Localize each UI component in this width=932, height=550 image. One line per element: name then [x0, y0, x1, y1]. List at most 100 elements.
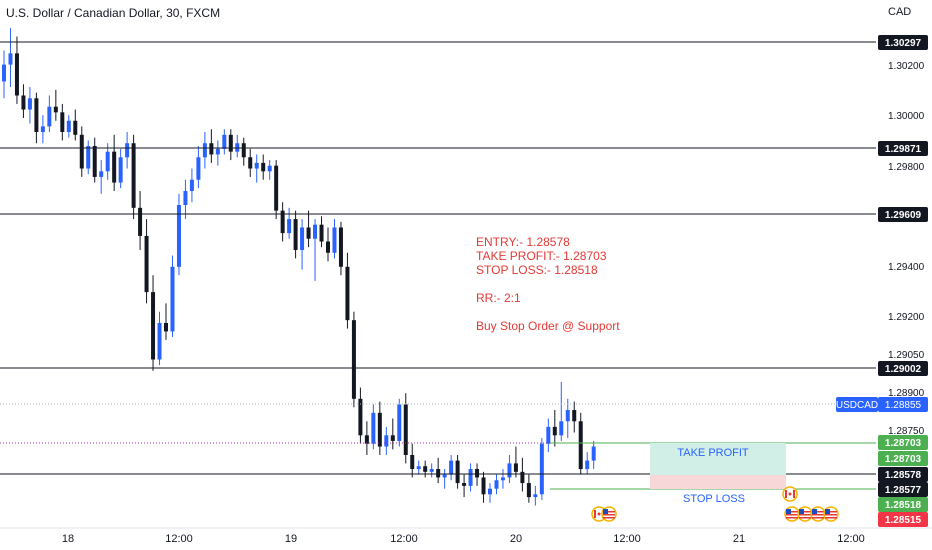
candle-down[interactable] [481, 477, 486, 495]
candle-up[interactable] [176, 205, 181, 267]
level-badge-4[interactable] [878, 361, 928, 376]
candle-down[interactable] [209, 143, 214, 155]
candle-up[interactable] [384, 435, 389, 447]
candle-up[interactable] [429, 469, 434, 472]
candle-down[interactable] [572, 410, 577, 422]
candle-down[interactable] [53, 106, 58, 113]
candle-up[interactable] [494, 480, 499, 489]
candle-up[interactable] [196, 157, 201, 180]
candle-up[interactable] [99, 171, 104, 177]
us-flag-icon[interactable] [823, 506, 839, 522]
candle-up[interactable] [40, 126, 45, 132]
candle-up[interactable] [332, 227, 337, 253]
candle-up[interactable] [585, 460, 590, 470]
candle-up[interactable] [546, 426, 551, 444]
candle-down[interactable] [92, 146, 97, 177]
candle-down[interactable] [410, 454, 415, 470]
candle-up[interactable] [254, 162, 259, 169]
candle-up[interactable] [105, 151, 110, 172]
candle-up[interactable] [468, 469, 473, 486]
candle-up[interactable] [215, 148, 220, 155]
candle-up[interactable] [86, 146, 91, 169]
candle-down[interactable] [248, 157, 253, 169]
candle-up[interactable] [183, 190, 188, 206]
candle-down[interactable] [151, 292, 156, 360]
candle-down[interactable] [34, 98, 39, 132]
candle-down[interactable] [436, 469, 441, 478]
candle-up[interactable] [2, 64, 6, 82]
take-profit-line-badge[interactable] [878, 435, 928, 450]
candle-up[interactable] [118, 157, 123, 183]
candle-up[interactable] [267, 165, 272, 172]
entry-badge[interactable] [878, 467, 928, 482]
candle-down[interactable] [60, 112, 65, 132]
candle-up[interactable] [235, 143, 240, 152]
stop-loss-line-badge[interactable] [878, 512, 928, 527]
candle-up[interactable] [565, 410, 570, 422]
level-badge-2[interactable] [878, 141, 928, 156]
candle-down[interactable] [462, 483, 467, 486]
candle-down[interactable] [578, 421, 583, 470]
candle-down[interactable] [73, 120, 78, 135]
candle-down[interactable] [475, 469, 480, 478]
candle-down[interactable] [138, 207, 143, 236]
candle-up[interactable] [500, 477, 505, 481]
candle-up[interactable] [8, 53, 13, 65]
us-flag-icon[interactable] [784, 506, 800, 522]
candle-up[interactable] [449, 460, 454, 475]
candle-up[interactable] [539, 443, 544, 495]
candle-down[interactable] [377, 412, 382, 447]
take-profit-badge[interactable] [878, 451, 928, 466]
stop-loss-zone[interactable] [650, 475, 786, 489]
candle-down[interactable] [144, 235, 149, 293]
candle-down[interactable] [513, 463, 518, 472]
candle-down[interactable] [21, 95, 26, 110]
candle-up[interactable] [591, 446, 596, 461]
candle-down[interactable] [358, 398, 363, 436]
price-axis[interactable]: 1.30200 1.30000 1.29800 1.29400 1.29200 … [836, 35, 928, 527]
canada-flag-icon[interactable] [782, 486, 798, 502]
us-flag-icon[interactable] [601, 506, 617, 522]
candle-up[interactable] [170, 266, 175, 332]
candle-down[interactable] [293, 219, 298, 250]
candle-down[interactable] [326, 241, 330, 253]
candle-down[interactable] [364, 435, 369, 444]
candle-up[interactable] [488, 488, 492, 495]
candle-down[interactable] [112, 151, 117, 183]
candle-down[interactable] [526, 483, 531, 498]
candle-down[interactable] [79, 134, 84, 169]
symbol-badge[interactable] [836, 397, 878, 412]
current-price-badge[interactable] [878, 397, 928, 412]
candle-down[interactable] [261, 162, 266, 172]
candle-up[interactable] [559, 421, 564, 436]
candle-down[interactable] [520, 471, 525, 484]
level-badge-3[interactable] [878, 207, 928, 222]
candle-down[interactable] [274, 165, 279, 211]
candle-up[interactable] [157, 322, 162, 360]
candle-down[interactable] [403, 404, 408, 455]
candle-up[interactable] [202, 143, 207, 158]
candle-up[interactable] [397, 404, 402, 441]
candle-up[interactable] [507, 463, 512, 478]
candle-down[interactable] [390, 435, 395, 441]
candle-down[interactable] [306, 227, 311, 239]
candle-up[interactable] [222, 134, 227, 149]
candle-up[interactable] [66, 120, 71, 132]
level-badge-1[interactable] [878, 35, 928, 50]
candle-down[interactable] [552, 426, 557, 436]
candle-up[interactable] [442, 474, 447, 478]
candle-down[interactable] [455, 460, 460, 484]
candle-down[interactable] [319, 224, 324, 242]
candle-down[interactable] [241, 143, 246, 158]
stop-loss-badge[interactable] [878, 497, 928, 512]
candle-down[interactable] [280, 210, 285, 234]
candle-up[interactable] [125, 143, 130, 158]
take-profit-zone[interactable] [650, 443, 786, 475]
candle-down[interactable] [345, 266, 350, 321]
candle-down[interactable] [131, 143, 136, 208]
candle-down[interactable] [338, 227, 343, 267]
candle-down[interactable] [351, 320, 356, 399]
candle-up[interactable] [189, 179, 194, 191]
us-flag-icon[interactable] [797, 506, 813, 522]
